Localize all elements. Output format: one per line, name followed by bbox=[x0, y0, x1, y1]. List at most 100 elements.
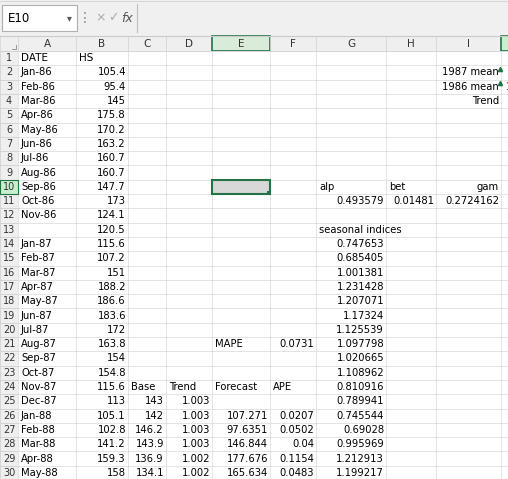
Text: 11: 11 bbox=[3, 196, 15, 206]
Text: Feb-88: Feb-88 bbox=[21, 425, 55, 435]
Text: B: B bbox=[99, 38, 106, 48]
Text: 1.003: 1.003 bbox=[182, 411, 210, 421]
Bar bbox=[0, 180, 18, 194]
Text: alp: alp bbox=[319, 182, 334, 192]
Bar bbox=[18, 394, 508, 409]
Text: Aug-86: Aug-86 bbox=[21, 168, 57, 178]
Text: 1.001381: 1.001381 bbox=[337, 268, 384, 278]
Text: Sep-86: Sep-86 bbox=[21, 182, 56, 192]
Text: MAPE: MAPE bbox=[215, 339, 243, 349]
Text: 19: 19 bbox=[3, 310, 15, 320]
Bar bbox=[0, 323, 18, 337]
Text: ▾: ▾ bbox=[67, 13, 72, 23]
Text: Trend: Trend bbox=[472, 96, 499, 106]
Text: Feb-87: Feb-87 bbox=[21, 253, 55, 263]
Text: 4: 4 bbox=[6, 96, 12, 106]
Text: 27: 27 bbox=[3, 425, 15, 435]
Bar bbox=[18, 423, 508, 437]
Text: 143.9: 143.9 bbox=[136, 439, 164, 449]
Text: Mar-87: Mar-87 bbox=[21, 268, 55, 278]
Text: Apr-88: Apr-88 bbox=[21, 454, 54, 464]
Text: I: I bbox=[467, 38, 470, 48]
Text: 186.6: 186.6 bbox=[98, 296, 126, 306]
Text: 1.125539: 1.125539 bbox=[336, 325, 384, 335]
Text: 1.199217: 1.199217 bbox=[336, 468, 384, 478]
Text: 105.1: 105.1 bbox=[98, 411, 126, 421]
Text: 22: 22 bbox=[3, 354, 15, 364]
Bar bbox=[18, 308, 508, 323]
Text: 143: 143 bbox=[145, 396, 164, 406]
Text: 154.8: 154.8 bbox=[98, 368, 126, 378]
Bar bbox=[18, 80, 508, 94]
Text: 177.676: 177.676 bbox=[227, 454, 268, 464]
Bar bbox=[18, 351, 508, 365]
Text: 7: 7 bbox=[6, 139, 12, 149]
Bar bbox=[18, 65, 508, 80]
Bar bbox=[76, 36, 128, 51]
Text: 188.2: 188.2 bbox=[98, 282, 126, 292]
Bar bbox=[0, 151, 18, 165]
Bar bbox=[0, 36, 18, 51]
Bar bbox=[18, 223, 508, 237]
Text: 28: 28 bbox=[3, 439, 15, 449]
Bar bbox=[0, 294, 18, 308]
Bar bbox=[0, 223, 18, 237]
Text: 1.002: 1.002 bbox=[181, 468, 210, 478]
Bar bbox=[0, 308, 18, 323]
Text: 15: 15 bbox=[3, 253, 15, 263]
Text: 163.2: 163.2 bbox=[98, 139, 126, 149]
Bar bbox=[18, 180, 508, 194]
Text: Apr-87: Apr-87 bbox=[21, 282, 54, 292]
Text: 13: 13 bbox=[3, 225, 15, 235]
Bar bbox=[18, 108, 508, 123]
Text: 115.6: 115.6 bbox=[97, 382, 126, 392]
Text: 0.810916: 0.810916 bbox=[336, 382, 384, 392]
Text: 6: 6 bbox=[6, 125, 12, 135]
Text: Nov-87: Nov-87 bbox=[21, 382, 56, 392]
Text: 175.8: 175.8 bbox=[98, 110, 126, 120]
Text: 147.7: 147.7 bbox=[98, 182, 126, 192]
Text: 120.5: 120.5 bbox=[98, 225, 126, 235]
Text: 0.69028: 0.69028 bbox=[343, 425, 384, 435]
Text: Jan-87: Jan-87 bbox=[21, 239, 53, 249]
Bar bbox=[166, 36, 212, 51]
Text: 1.020665: 1.020665 bbox=[336, 354, 384, 364]
Bar bbox=[0, 0, 508, 36]
Bar bbox=[0, 36, 508, 51]
Bar bbox=[18, 237, 508, 251]
Text: Apr-86: Apr-86 bbox=[21, 110, 54, 120]
Text: G: G bbox=[347, 38, 355, 48]
Text: F: F bbox=[290, 38, 296, 48]
Text: bet: bet bbox=[389, 182, 405, 192]
Bar bbox=[0, 280, 18, 294]
Text: 158: 158 bbox=[107, 468, 126, 478]
Text: 30: 30 bbox=[3, 468, 15, 478]
Bar bbox=[18, 365, 508, 380]
Bar bbox=[0, 137, 18, 151]
Text: 183.6: 183.6 bbox=[98, 310, 126, 320]
Text: Feb-86: Feb-86 bbox=[21, 82, 55, 92]
Bar bbox=[0, 423, 18, 437]
Text: ✓: ✓ bbox=[108, 11, 118, 24]
Bar bbox=[316, 36, 386, 51]
Text: 170.2: 170.2 bbox=[98, 125, 126, 135]
Bar bbox=[0, 394, 18, 409]
Text: 0.1154: 0.1154 bbox=[279, 454, 314, 464]
Bar bbox=[0, 409, 18, 423]
Text: 3: 3 bbox=[6, 82, 12, 92]
Bar bbox=[18, 123, 508, 137]
Text: 0.0502: 0.0502 bbox=[279, 425, 314, 435]
Text: gam: gam bbox=[477, 182, 499, 192]
Bar bbox=[18, 51, 508, 65]
Bar bbox=[2, 5, 77, 31]
Text: 1.108962: 1.108962 bbox=[336, 368, 384, 378]
Text: 14: 14 bbox=[3, 239, 15, 249]
Text: D: D bbox=[185, 38, 193, 48]
Text: 1.212913: 1.212913 bbox=[336, 454, 384, 464]
Text: 0.01481: 0.01481 bbox=[393, 196, 434, 206]
Text: 105.4: 105.4 bbox=[98, 68, 126, 78]
Text: 23: 23 bbox=[3, 368, 15, 378]
Text: DATE: DATE bbox=[21, 53, 48, 63]
Text: 2: 2 bbox=[6, 68, 12, 78]
Text: 0.745544: 0.745544 bbox=[337, 411, 384, 421]
